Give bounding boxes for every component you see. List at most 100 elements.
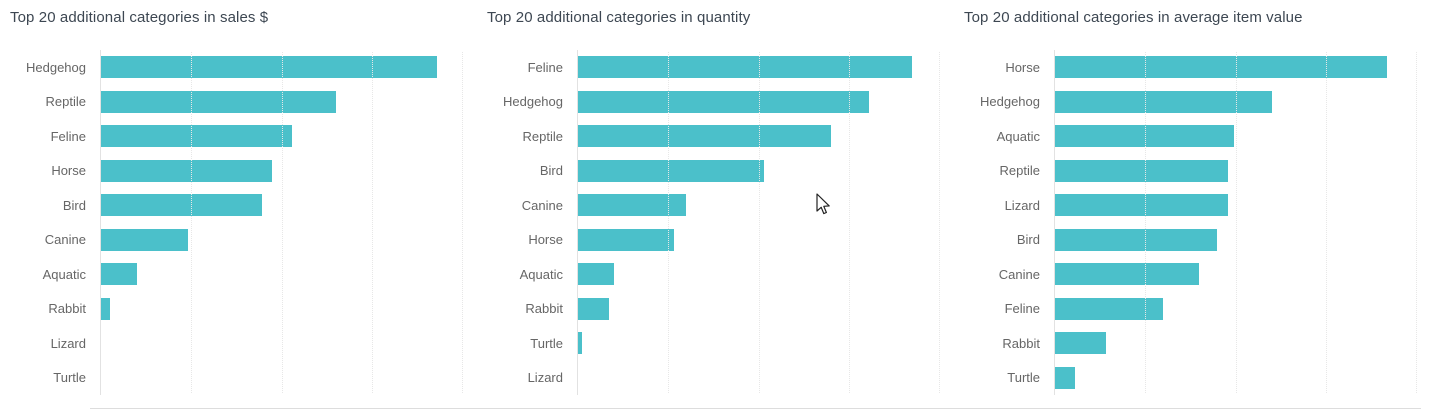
bar-row [101,50,462,85]
chart-body: Horse Hedgehog Aquatic Reptile Lizard Bi… [964,50,1433,395]
bar-row [101,85,462,120]
plot-area [1054,50,1417,396]
bar[interactable] [1055,263,1200,286]
category-axis: Hedgehog Reptile Feline Horse Bird Canin… [10,50,100,395]
chart-sales: Top 20 additional categories in sales $ … [10,9,487,395]
chart-title: Top 20 additional categories in sales $ [10,9,269,26]
category-label: Lizard [50,335,86,351]
category-label: Turtle [1007,370,1040,386]
category-label: Aquatic [42,266,86,282]
bar-row [101,188,462,223]
bar-row [1055,188,1416,223]
gridline [1416,52,1417,393]
category-label: Turtle [530,335,563,351]
category-label: Canine [521,197,563,213]
bar[interactable] [1055,159,1229,182]
bar[interactable] [578,263,615,286]
bar-row [578,188,939,223]
bar[interactable] [578,228,674,251]
category-axis: Feline Hedgehog Reptile Bird Canine Hors… [487,50,577,395]
category-axis: Horse Hedgehog Aquatic Reptile Lizard Bi… [964,50,1054,395]
bar[interactable] [578,194,687,217]
bar[interactable] [1055,194,1229,217]
category-label: Reptile [522,128,563,144]
category-label: Lizard [1004,197,1040,213]
bar[interactable] [1055,366,1075,389]
bar[interactable] [101,56,437,79]
category-label: Hedgehog [980,94,1040,110]
charts-row: Top 20 additional categories in sales $ … [10,9,1433,395]
category-label: Horse [51,163,86,179]
category-label: Reptile [45,94,86,110]
bar-row [101,154,462,189]
chart-body: Feline Hedgehog Reptile Bird Canine Hors… [487,50,964,395]
bar-row [101,326,462,361]
bar[interactable] [578,332,582,355]
bar[interactable] [101,194,262,217]
gridline [462,52,463,393]
bar-row [578,223,939,258]
category-label: Rabbit [525,301,563,317]
chart-body: Hedgehog Reptile Feline Horse Bird Canin… [10,50,487,395]
bar[interactable] [1055,332,1106,355]
bar-row [1055,292,1416,327]
category-label: Feline [50,128,86,144]
bar[interactable] [101,159,273,182]
bar-row [578,292,939,327]
bar-row [1055,223,1416,258]
bar-row [578,85,939,120]
category-label: Horse [1005,59,1040,75]
bar-row [578,361,939,396]
plot-area [577,50,940,396]
category-label: Aquatic [519,266,563,282]
bar[interactable] [578,159,764,182]
chart-title: Top 20 additional categories in quantity [487,9,751,26]
chart-title: Top 20 additional categories in average … [964,9,1303,26]
bar[interactable] [1055,297,1164,320]
bar[interactable] [101,90,336,113]
bar-row [101,119,462,154]
bar[interactable] [101,297,111,320]
category-label: Lizard [527,370,563,386]
bar-row [578,154,939,189]
bar[interactable] [1055,56,1388,79]
bar-row [1055,85,1416,120]
bar[interactable] [578,297,609,320]
bar-row [578,119,939,154]
category-label: Aquatic [996,128,1040,144]
bar-row [1055,257,1416,292]
bar-row [101,361,462,396]
bar[interactable] [1055,90,1272,113]
bar[interactable] [101,263,138,286]
category-label: Turtle [53,370,86,386]
bar-row [101,223,462,258]
section-divider [90,408,1421,409]
bar[interactable] [578,56,912,79]
chart-quantity: Top 20 additional categories in quantity… [487,9,964,395]
category-label: Feline [527,59,563,75]
category-label: Feline [1004,301,1040,317]
bar-row [1055,50,1416,85]
category-label: Bird [539,163,563,179]
category-label: Canine [44,232,86,248]
category-label: Bird [1016,232,1040,248]
bar-row [578,326,939,361]
category-label: Hedgehog [26,59,86,75]
bar-row [1055,361,1416,396]
category-label: Bird [62,197,86,213]
bar[interactable] [1055,125,1234,148]
category-label: Rabbit [48,301,86,317]
plot-area [100,50,463,396]
bar-row [101,292,462,327]
bar[interactable] [101,228,188,251]
bar[interactable] [578,125,831,148]
bar[interactable] [578,90,869,113]
bar-row [578,50,939,85]
bar-row [1055,326,1416,361]
category-label: Rabbit [1002,335,1040,351]
bar[interactable] [101,125,293,148]
bar-row [578,257,939,292]
bar-row [1055,119,1416,154]
bar-row [1055,154,1416,189]
bar[interactable] [1055,228,1218,251]
